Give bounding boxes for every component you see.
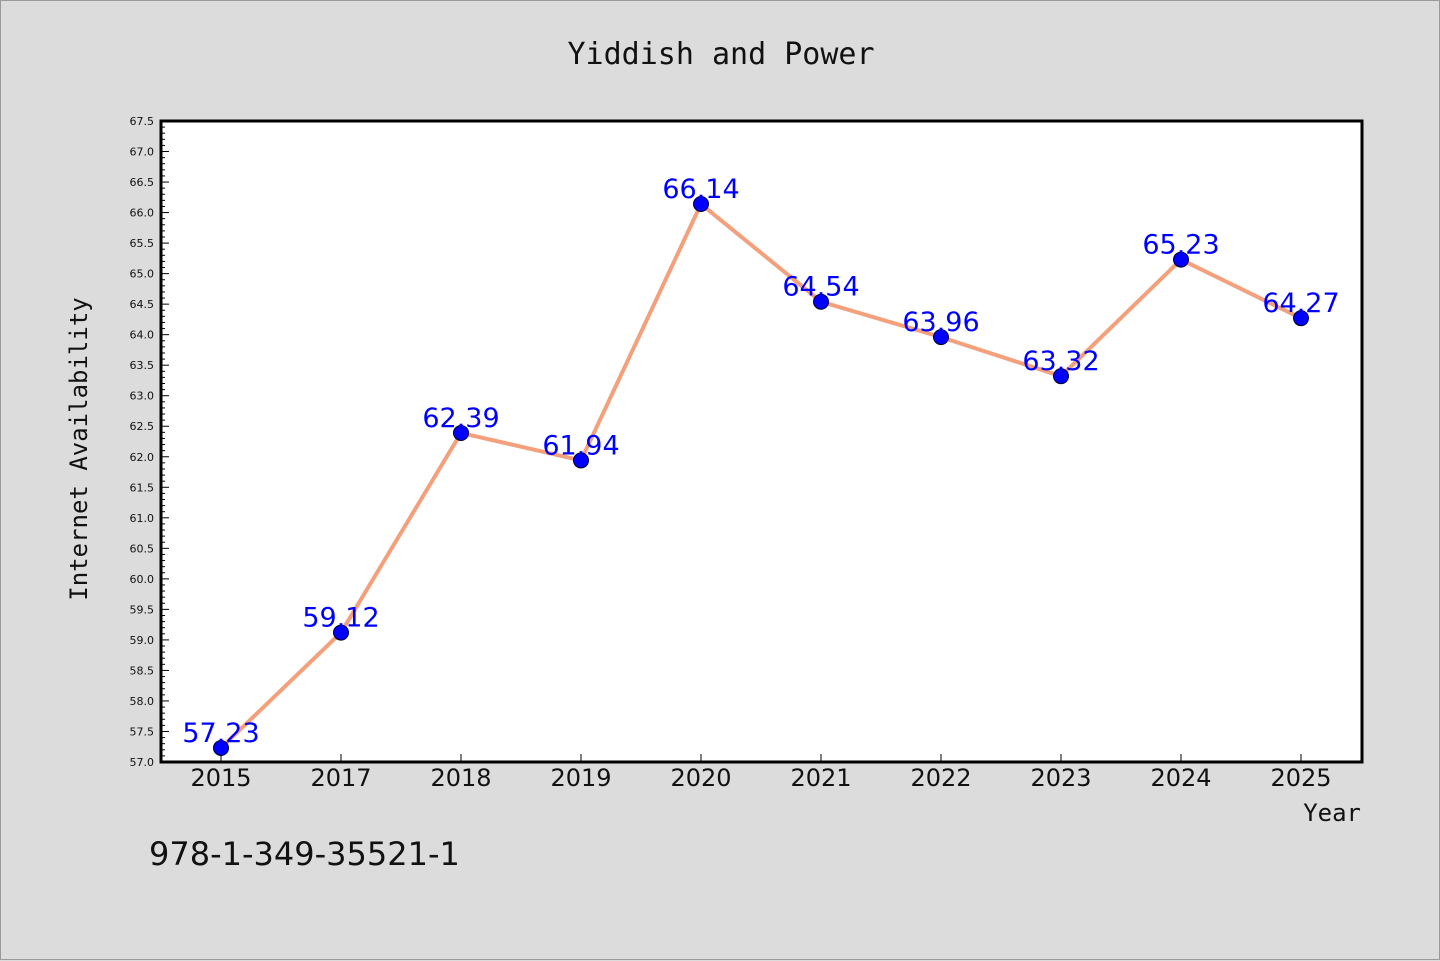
y-axis-label: Internet Availability <box>65 297 93 600</box>
x-tick-label: 2019 <box>550 764 611 792</box>
y-tick-label: 61.5 <box>130 481 155 494</box>
data-label: 64.54 <box>782 272 859 303</box>
y-tick-label: 59.0 <box>130 634 155 647</box>
y-tick-label: 58.5 <box>130 664 155 677</box>
data-label: 66.14 <box>662 174 739 205</box>
data-point <box>1173 251 1189 268</box>
data-point <box>573 452 589 469</box>
x-tick-label: 2020 <box>670 764 731 792</box>
data-label: 62.39 <box>422 403 499 434</box>
data-point <box>213 739 229 756</box>
plot-frame <box>159 119 1364 764</box>
isbn-text: 978-1-349-35521-1 <box>149 835 460 873</box>
x-axis-label: Year <box>1303 799 1361 827</box>
x-tick-label: 2024 <box>1150 764 1211 792</box>
x-tick-label: 2023 <box>1030 764 1091 792</box>
data-label: 65.23 <box>1142 230 1219 261</box>
data-point <box>1293 310 1309 327</box>
x-tick-label: 2017 <box>310 764 371 792</box>
y-tick-label: 63.5 <box>130 359 155 372</box>
data-point <box>453 424 469 441</box>
y-tick-label: 57.0 <box>130 756 155 769</box>
y-tick-label: 63.0 <box>130 390 155 403</box>
y-tick-label: 67.0 <box>130 146 155 159</box>
chart-title: Yiddish and Power <box>567 37 874 72</box>
y-tick-label: 64.5 <box>130 298 155 311</box>
y-tick-label: 60.0 <box>130 573 155 586</box>
y-tick-label: 65.0 <box>130 268 155 281</box>
data-label: 57.23 <box>182 718 259 749</box>
y-tick-label: 64.0 <box>130 329 155 342</box>
data-point <box>333 624 349 641</box>
data-label: 63.32 <box>1022 346 1099 377</box>
x-tick-label: 2025 <box>1270 764 1331 792</box>
y-tick-label: 66.5 <box>130 176 155 189</box>
series-line <box>219 202 1303 750</box>
y-tick-label: 57.5 <box>130 725 155 738</box>
data-point <box>933 329 949 346</box>
y-tick-label: 59.5 <box>130 603 155 616</box>
x-axis-ticks: 2015 2017 2018 2019 2020 2021 2022 2023 2024 2025 <box>190 754 1332 792</box>
y-tick-label: 66.0 <box>130 207 155 220</box>
y-axis-ticks: 57.0 57.5 58.0 58.5 59.0 59.5 60.0 60.5 61.0 61.5… <box>130 115 169 769</box>
y-tick-label: 58.0 <box>130 695 155 708</box>
y-tick-label: 65.5 <box>130 237 155 250</box>
y-tick-label: 62.0 <box>130 451 155 464</box>
data-point <box>813 293 829 310</box>
plot-background <box>161 121 1362 762</box>
y-tick-label: 60.5 <box>130 542 155 555</box>
x-tick-label: 2021 <box>790 764 851 792</box>
data-point <box>1053 368 1069 385</box>
data-label: 61.94 <box>542 430 619 461</box>
data-label: 64.27 <box>1262 288 1339 319</box>
data-label: 59.12 <box>302 603 379 634</box>
y-tick-label: 67.5 <box>130 115 155 128</box>
x-tick-label: 2022 <box>910 764 971 792</box>
series-group: 57.23 59.12 62.39 61.94 66.14 64.54 63.96 63.32… <box>182 174 1340 756</box>
y-tick-label: 61.0 <box>130 512 155 525</box>
y-tick-label: 62.5 <box>130 420 155 433</box>
x-tick-label: 2015 <box>190 764 251 792</box>
x-tick-label: 2018 <box>430 764 491 792</box>
data-label: 63.96 <box>902 307 979 338</box>
data-point <box>693 196 709 213</box>
